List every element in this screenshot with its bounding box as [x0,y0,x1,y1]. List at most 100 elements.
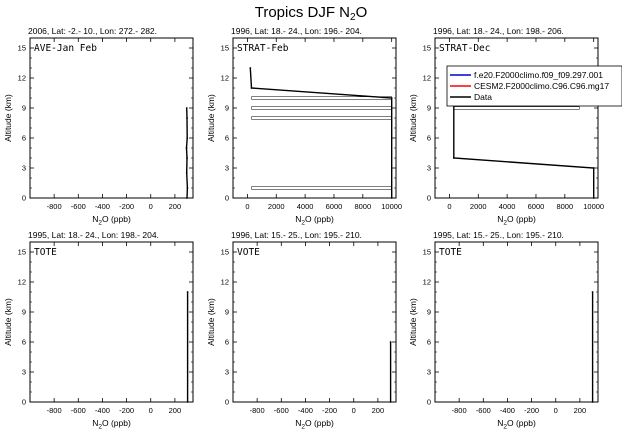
panel-3: 1996, Lat: 18.- 24., Lon: 198.- 206. 0 3 6 9… [408,26,604,227]
x-tick-label: -400 [95,202,110,211]
x-tick-label: -200 [119,406,134,415]
x-axis-label-sub: 2 [503,220,507,227]
x-tick-label: 0 [149,202,153,211]
x-tick-label: 6000 [528,202,545,211]
y-axis-label: Altitude (km) [206,298,216,346]
x-axis-label-end: O (ppb) [507,418,536,428]
data-point [186,291,189,293]
x-tick-label: -800 [47,202,62,211]
y-tick-label: 0 [225,398,229,407]
data-point [186,117,188,119]
legend-entry-label: f.e20.F2000climo.f09_f09.297.001 [474,70,603,80]
panel-subtitle: 1995, Lat: 18.- 24., Lon: 198.- 204. [28,230,159,240]
y-tick-label: 15 [18,248,26,257]
y-tick-label: 15 [423,44,431,53]
x-tick-label: -600 [274,406,289,415]
y-axis-label: Altitude (km) [408,94,418,142]
y-tick-label: 15 [18,44,26,53]
y-axis-label: Altitude (km) [3,298,13,346]
y-tick-label: 3 [427,164,431,173]
x-axis-label-main: N [295,418,301,428]
x-tick-label: 200 [574,406,587,415]
x-tick-label: 10000 [583,202,604,211]
plot-frame [434,37,599,199]
x-axis-label-sub: 2 [503,424,507,431]
x-tick-label: -200 [322,406,337,415]
data-series-line [249,67,393,198]
figure-title-end: O [356,4,368,21]
panel-subtitle: 1996, Lat: 15.- 25., Lon: 195.- 210. [231,230,362,240]
plot-frame [434,241,599,403]
data-point [389,341,392,343]
y-tick-label: 9 [22,308,26,317]
data-range-bar [251,96,392,100]
x-axis-label: N2O (ppb) [92,418,131,431]
y-tick-label: 6 [427,338,431,347]
data-series-line [185,107,189,199]
y-axis-label: Altitude (km) [206,94,216,142]
data-point [389,401,392,403]
legend-box [446,65,622,107]
y-tick-label: 9 [427,308,431,317]
x-tick-label: 200 [169,406,182,415]
x-tick-label: 0 [447,202,451,211]
x-tick-label: -600 [71,406,86,415]
y-tick-label: 9 [225,104,229,113]
data-point [185,172,188,174]
data-point [452,157,455,159]
y-tick-label: 12 [221,74,229,83]
y-tick-label: 6 [225,134,229,143]
panel-2: 1996, Lat: 18.- 24., Lon: 196.- 204. 0 3 6 9… [206,26,402,227]
y-tick-label: 6 [427,134,431,143]
panel-1: 2006, Lat: -2.- 10., Lon: 272.- 282. 0 3 6 9… [3,26,194,227]
y-tick-label: 15 [221,44,229,53]
x-axis-label: N2O (ppb) [295,214,334,227]
x-axis-label-main: N [497,418,503,428]
legend-entry-label: Data [474,92,492,102]
x-tick-label: -600 [71,202,86,211]
x-tick-label: 0 [149,406,153,415]
x-tick-label: -200 [524,406,539,415]
x-tick-label: -400 [95,406,110,415]
x-tick-label: -800 [250,406,265,415]
legend-entry-label: CESM2.F2000climo.C96.C96.mg17 [474,81,609,91]
x-axis-label-sub: 2 [301,424,305,431]
data-point [186,137,189,139]
data-point [249,67,252,69]
panel-label: STRAT-Dec [439,43,490,54]
x-axis-label-end: O (ppb) [102,214,131,224]
data-range-bar [251,106,392,110]
y-tick-label: 15 [423,248,431,257]
panel-5: 1996, Lat: 15.- 25., Lon: 195.- 210. 0 3 6 9… [206,230,397,431]
x-axis-label-main: N [92,214,98,224]
y-tick-label: 9 [427,104,431,113]
data-point [592,197,595,199]
y-tick-label: 12 [18,74,26,83]
x-tick-label: 4000 [499,202,516,211]
panel-6: 1995, Lat: 15.- 25., Lon: 195.- 210. 0 3 6 9… [408,230,599,431]
data-point [185,107,188,109]
x-axis-label-end: O (ppb) [305,418,334,428]
y-tick-label: 3 [22,368,26,377]
y-tick-label: 6 [22,338,26,347]
data-point [186,157,188,159]
y-tick-label: 9 [225,308,229,317]
y-tick-label: 15 [221,248,229,257]
y-tick-label: 3 [225,368,229,377]
y-tick-label: 9 [22,104,26,113]
y-tick-label: 0 [427,194,431,203]
x-axis-label-sub: 2 [98,220,102,227]
x-axis-label-main: N [497,214,503,224]
y-axis-label: Altitude (km) [408,298,418,346]
panel-label: STRAT-Feb [237,43,289,54]
y-tick-label: 3 [225,164,229,173]
y-tick-label: 12 [423,278,431,287]
y-tick-label: 12 [221,278,229,287]
y-tick-label: 6 [225,338,229,347]
data-point [591,291,594,293]
panel-subtitle: 2006, Lat: -2.- 10., Lon: 272.- 282. [28,26,157,36]
x-axis-label: N2O (ppb) [497,418,536,431]
data-point [186,187,189,189]
y-tick-label: 0 [225,194,229,203]
